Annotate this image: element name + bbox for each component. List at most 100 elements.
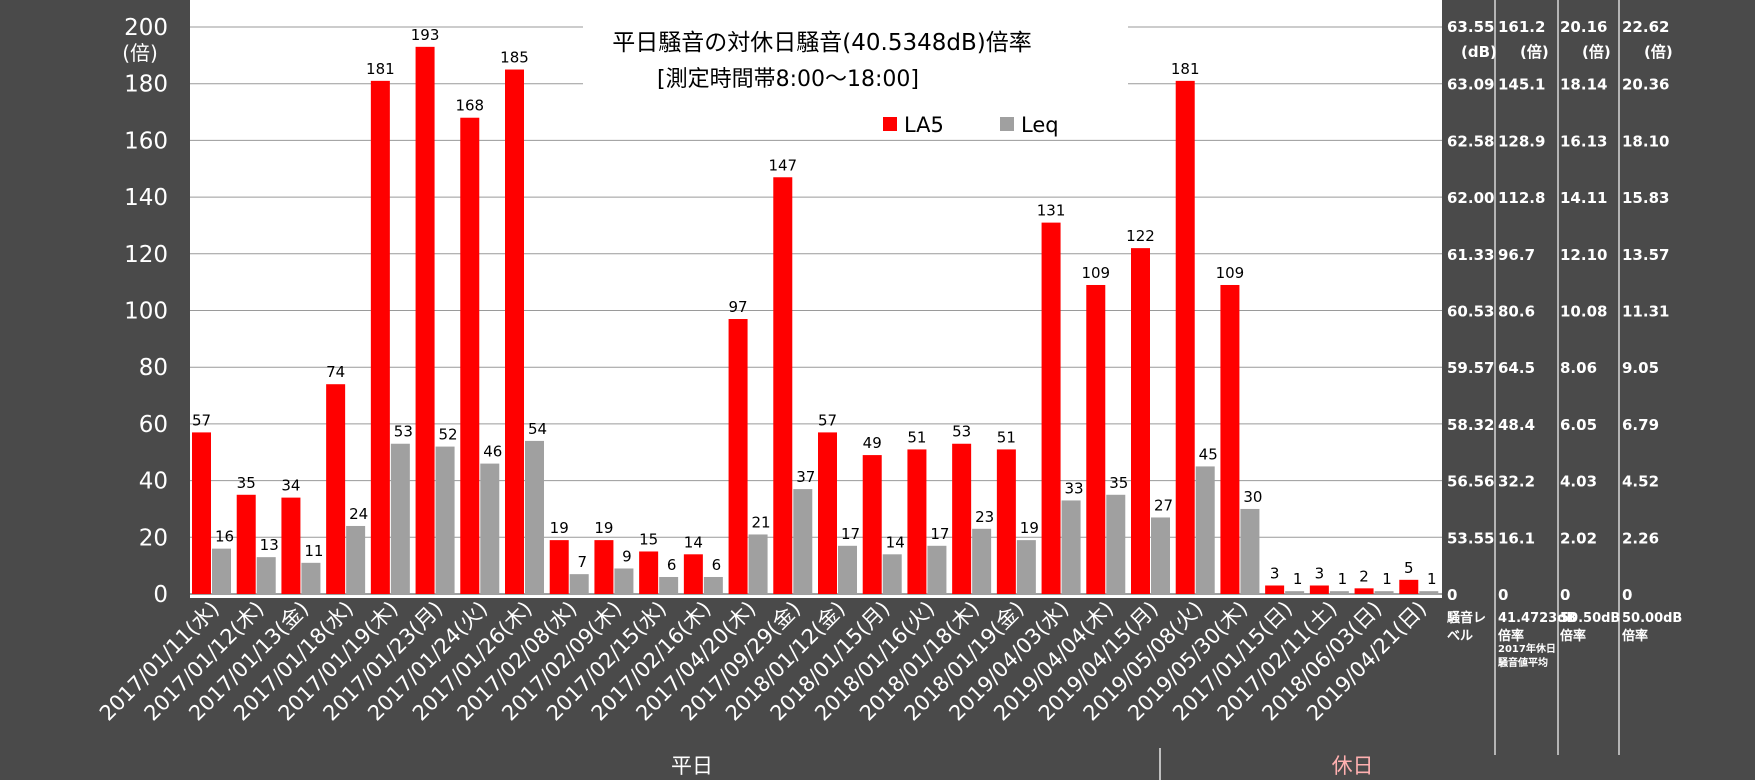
bar-la5 bbox=[1265, 585, 1285, 594]
bar-la5 bbox=[1399, 579, 1419, 594]
bar-la5 bbox=[818, 432, 837, 594]
bar-la5 bbox=[1354, 588, 1374, 594]
data-label-leq: 37 bbox=[796, 468, 815, 486]
bar-la5 bbox=[460, 117, 480, 594]
bar-leq bbox=[390, 443, 410, 594]
data-label-la5: 5 bbox=[1404, 559, 1414, 577]
group-label: 休日 bbox=[1332, 754, 1374, 778]
right-axis-unit: (dB) bbox=[1461, 43, 1497, 61]
right-axis-tick: 0 bbox=[1622, 586, 1632, 604]
bar-la5 bbox=[415, 46, 435, 595]
data-label-la5: 3 bbox=[1315, 564, 1325, 582]
right-axis-tick: 8.06 bbox=[1560, 359, 1597, 377]
bar-leq bbox=[882, 554, 902, 594]
data-label-leq: 24 bbox=[349, 505, 368, 523]
right-axis-footer: 2017年休日 bbox=[1498, 642, 1556, 655]
data-label-leq: 14 bbox=[886, 533, 905, 551]
data-label-leq: 7 bbox=[577, 553, 587, 571]
bar-la5 bbox=[683, 554, 703, 594]
data-label-la5: 49 bbox=[863, 434, 882, 452]
right-axis-tick: 61.33 bbox=[1447, 246, 1494, 264]
data-label-la5: 19 bbox=[594, 519, 613, 537]
group-labels: 平日 休日 bbox=[671, 748, 1374, 780]
bar-leq bbox=[1329, 591, 1349, 594]
bar-leq bbox=[1061, 500, 1081, 594]
bar-leq bbox=[1240, 508, 1260, 594]
bar-leq bbox=[793, 489, 813, 594]
right-axis-tick: 62.00 bbox=[1447, 189, 1494, 207]
bar-la5 bbox=[505, 69, 524, 594]
data-label-leq: 1 bbox=[1427, 570, 1437, 588]
bar-la5 bbox=[594, 540, 614, 594]
right-axis-tick: 2.26 bbox=[1622, 529, 1659, 547]
y-tick-label: 200 bbox=[124, 15, 168, 41]
x-axis: 2017/01/11(水)2017/01/12(木)2017/01/13(金)2… bbox=[95, 597, 1431, 726]
bar-leq bbox=[927, 545, 947, 594]
right-axis-tick: 16.1 bbox=[1498, 529, 1535, 547]
right-axis-unit: (倍) bbox=[1582, 43, 1611, 61]
data-label-leq: 1 bbox=[1293, 570, 1303, 588]
data-label-leq: 54 bbox=[528, 420, 547, 438]
data-label-la5: 2 bbox=[1359, 567, 1369, 585]
bar-la5 bbox=[639, 551, 659, 594]
data-label-leq: 30 bbox=[1243, 488, 1262, 506]
right-axis-tick: 6.79 bbox=[1622, 416, 1659, 434]
bar-la5 bbox=[773, 177, 793, 594]
data-label-la5: 57 bbox=[192, 411, 211, 429]
bar-leq bbox=[525, 440, 544, 594]
right-axis-tick: 56.56 bbox=[1447, 473, 1494, 491]
bar-leq bbox=[703, 576, 723, 594]
right-axis-tick: 16.13 bbox=[1560, 132, 1607, 150]
right-axis-tick: 9.05 bbox=[1622, 359, 1659, 377]
right-axis-tick: 80.6 bbox=[1498, 303, 1535, 321]
right-axis-tick: 15.83 bbox=[1622, 189, 1669, 207]
data-label-la5: 14 bbox=[684, 533, 703, 551]
right-axis-footer: 倍率 bbox=[1560, 628, 1586, 644]
y-tick-label: 60 bbox=[139, 412, 168, 438]
right-axis-tick: 0 bbox=[1498, 586, 1508, 604]
bar-la5 bbox=[996, 449, 1016, 594]
bar-la5 bbox=[907, 449, 927, 594]
right-axis-tick: 18.10 bbox=[1622, 132, 1669, 150]
data-label-leq: 6 bbox=[712, 556, 722, 574]
data-label-leq: 23 bbox=[975, 508, 994, 526]
right-axis-tick: 4.03 bbox=[1560, 473, 1597, 491]
right-axis-footer: 50.50dB bbox=[1560, 611, 1620, 626]
data-label-la5: 74 bbox=[326, 363, 345, 381]
right-axis-tick: 48.4 bbox=[1498, 416, 1535, 434]
data-label-leq: 53 bbox=[394, 423, 413, 441]
right-axis-tick: 6.05 bbox=[1560, 416, 1597, 434]
bar-la5 bbox=[1175, 80, 1195, 595]
data-label-la5: 122 bbox=[1126, 227, 1155, 245]
right-axis-tick: 60.53 bbox=[1447, 303, 1494, 321]
bar-leq bbox=[972, 528, 992, 594]
data-label-leq: 19 bbox=[1020, 519, 1039, 537]
data-label-leq: 52 bbox=[439, 426, 458, 444]
bars bbox=[192, 46, 1439, 595]
data-label-la5: 181 bbox=[1171, 60, 1200, 78]
bar-leq bbox=[659, 576, 679, 594]
right-axis-footer: 倍率 bbox=[1622, 628, 1648, 644]
bar-leq bbox=[748, 534, 768, 594]
data-label-la5: 168 bbox=[455, 97, 484, 115]
right-axis-tick: 11.31 bbox=[1622, 303, 1669, 321]
data-label-la5: 15 bbox=[639, 530, 658, 548]
right-axis-tick: 63.09 bbox=[1447, 76, 1494, 94]
right-axis-tick: 58.32 bbox=[1447, 416, 1494, 434]
data-label-la5: 53 bbox=[952, 423, 971, 441]
data-label-la5: 185 bbox=[500, 49, 529, 67]
data-label-leq: 9 bbox=[622, 547, 632, 565]
right-axis-tick: 59.57 bbox=[1447, 359, 1494, 377]
bar-leq bbox=[435, 446, 455, 594]
y-tick-label: 120 bbox=[124, 242, 168, 268]
right-axis-footer: 41.4723dB bbox=[1498, 611, 1576, 626]
right-axis-footer: ベル bbox=[1447, 629, 1473, 644]
data-label-leq: 46 bbox=[483, 443, 502, 461]
group-label: 平日 bbox=[671, 754, 713, 778]
bar-la5 bbox=[952, 443, 972, 594]
right-axis-header: 22.62 bbox=[1622, 18, 1669, 36]
y-tick-label: 40 bbox=[139, 469, 168, 495]
data-label-la5: 57 bbox=[818, 411, 837, 429]
right-axis-footer: 倍率 bbox=[1498, 628, 1524, 644]
right-axis-tick: 2.02 bbox=[1560, 529, 1597, 547]
